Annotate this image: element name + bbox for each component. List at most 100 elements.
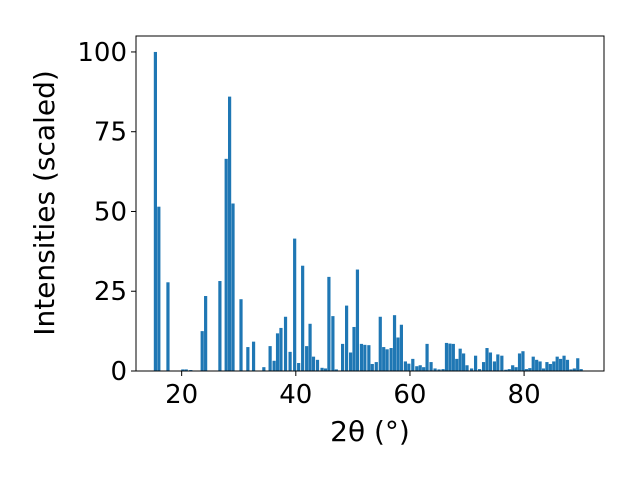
bar-24 bbox=[301, 265, 305, 371]
bar-98 bbox=[572, 368, 576, 371]
bar-65 bbox=[455, 358, 459, 371]
y-tick-label-100: 100 bbox=[77, 38, 127, 68]
y-tick-label-75: 75 bbox=[94, 118, 127, 148]
bar-49 bbox=[396, 337, 400, 371]
y-axis-label: Intensities (scaled) bbox=[28, 70, 61, 336]
y-tick-label-25: 25 bbox=[94, 277, 127, 307]
bar-33 bbox=[334, 369, 338, 371]
bar-70 bbox=[473, 355, 478, 371]
bar-1 bbox=[157, 206, 161, 371]
bar-69 bbox=[469, 368, 474, 371]
bar-35 bbox=[345, 305, 349, 371]
bar-93 bbox=[555, 356, 559, 371]
bar-85 bbox=[528, 368, 532, 371]
bar-16 bbox=[268, 346, 272, 371]
bar-42 bbox=[370, 363, 374, 371]
bar-9 bbox=[224, 158, 228, 371]
x-tick-label-60: 60 bbox=[393, 380, 426, 410]
bar-91 bbox=[548, 363, 552, 371]
bar-52 bbox=[407, 363, 411, 371]
bar-71 bbox=[477, 369, 482, 371]
bar-32 bbox=[331, 316, 335, 371]
y-axis-ticks: 0 25 50 75 100 bbox=[77, 38, 136, 387]
bar-94 bbox=[559, 358, 563, 371]
bar-56 bbox=[422, 367, 426, 371]
bar-100 bbox=[579, 369, 583, 371]
bar-99 bbox=[576, 358, 580, 371]
bar-28 bbox=[315, 359, 320, 371]
bar-96 bbox=[565, 359, 570, 371]
bar-23 bbox=[297, 363, 301, 371]
bar-92 bbox=[552, 361, 556, 371]
bar-54 bbox=[415, 366, 419, 371]
bar-88 bbox=[538, 361, 542, 371]
bar-83 bbox=[521, 351, 525, 371]
bar-61 bbox=[441, 369, 445, 371]
bar-79 bbox=[507, 369, 511, 371]
bar-86 bbox=[531, 356, 535, 371]
bar-66 bbox=[458, 348, 462, 371]
bar-90 bbox=[545, 362, 549, 371]
bar-72 bbox=[481, 362, 486, 371]
bar-2 bbox=[166, 282, 170, 371]
bar-46 bbox=[385, 349, 389, 371]
bar-60 bbox=[437, 369, 441, 371]
bar-21 bbox=[288, 351, 292, 371]
bar-11 bbox=[231, 203, 235, 371]
bar-74 bbox=[488, 352, 493, 371]
x-tick-label-80: 80 bbox=[508, 380, 541, 410]
bar-38 bbox=[355, 269, 360, 371]
bar-63 bbox=[448, 343, 452, 371]
bar-78 bbox=[504, 369, 508, 371]
bar-19 bbox=[279, 327, 283, 371]
bar-53 bbox=[411, 358, 415, 371]
bar-57 bbox=[425, 343, 429, 371]
bar-62 bbox=[444, 342, 449, 371]
bar-6 bbox=[200, 331, 204, 371]
bar-0 bbox=[153, 51, 157, 371]
bar-40 bbox=[363, 344, 367, 371]
bar-48 bbox=[392, 315, 397, 371]
bar-51 bbox=[403, 361, 407, 371]
bar-15 bbox=[262, 367, 266, 371]
x-axis-label: 2θ (°) bbox=[330, 415, 410, 448]
bar-7 bbox=[204, 296, 208, 371]
bar-77 bbox=[500, 355, 504, 371]
bar-68 bbox=[465, 365, 469, 371]
y-tick-label-50: 50 bbox=[94, 197, 127, 227]
x-tick-label-20: 20 bbox=[165, 380, 198, 410]
bar-67 bbox=[462, 353, 466, 371]
bar-89 bbox=[541, 368, 546, 371]
bar-58 bbox=[429, 362, 433, 371]
bar-14 bbox=[251, 341, 256, 371]
bar-97 bbox=[569, 369, 573, 371]
bar-80 bbox=[511, 365, 515, 371]
bar-27 bbox=[311, 356, 316, 371]
bar-series bbox=[153, 51, 583, 372]
bar-29 bbox=[320, 367, 324, 371]
bar-44 bbox=[378, 316, 382, 371]
bar-87 bbox=[535, 359, 539, 371]
bar-8 bbox=[218, 281, 222, 371]
bar-36 bbox=[349, 352, 353, 371]
bar-45 bbox=[382, 347, 386, 371]
bar-81 bbox=[514, 367, 518, 371]
bar-10 bbox=[228, 96, 232, 372]
bar-75 bbox=[492, 361, 497, 371]
bar-17 bbox=[272, 360, 276, 371]
bar-55 bbox=[418, 365, 422, 371]
x-axis-ticks: 20 40 60 80 bbox=[165, 371, 541, 410]
bar-3 bbox=[181, 369, 185, 371]
bar-34 bbox=[341, 343, 345, 371]
bar-64 bbox=[451, 343, 455, 371]
bar-95 bbox=[562, 355, 566, 371]
bar-25 bbox=[305, 346, 309, 371]
bar-4 bbox=[184, 369, 188, 371]
plot-frame bbox=[135, 35, 605, 372]
bar-31 bbox=[327, 276, 331, 371]
bar-47 bbox=[389, 348, 393, 371]
bar-20 bbox=[283, 316, 288, 371]
bar-84 bbox=[524, 369, 528, 371]
bar-39 bbox=[359, 343, 364, 371]
